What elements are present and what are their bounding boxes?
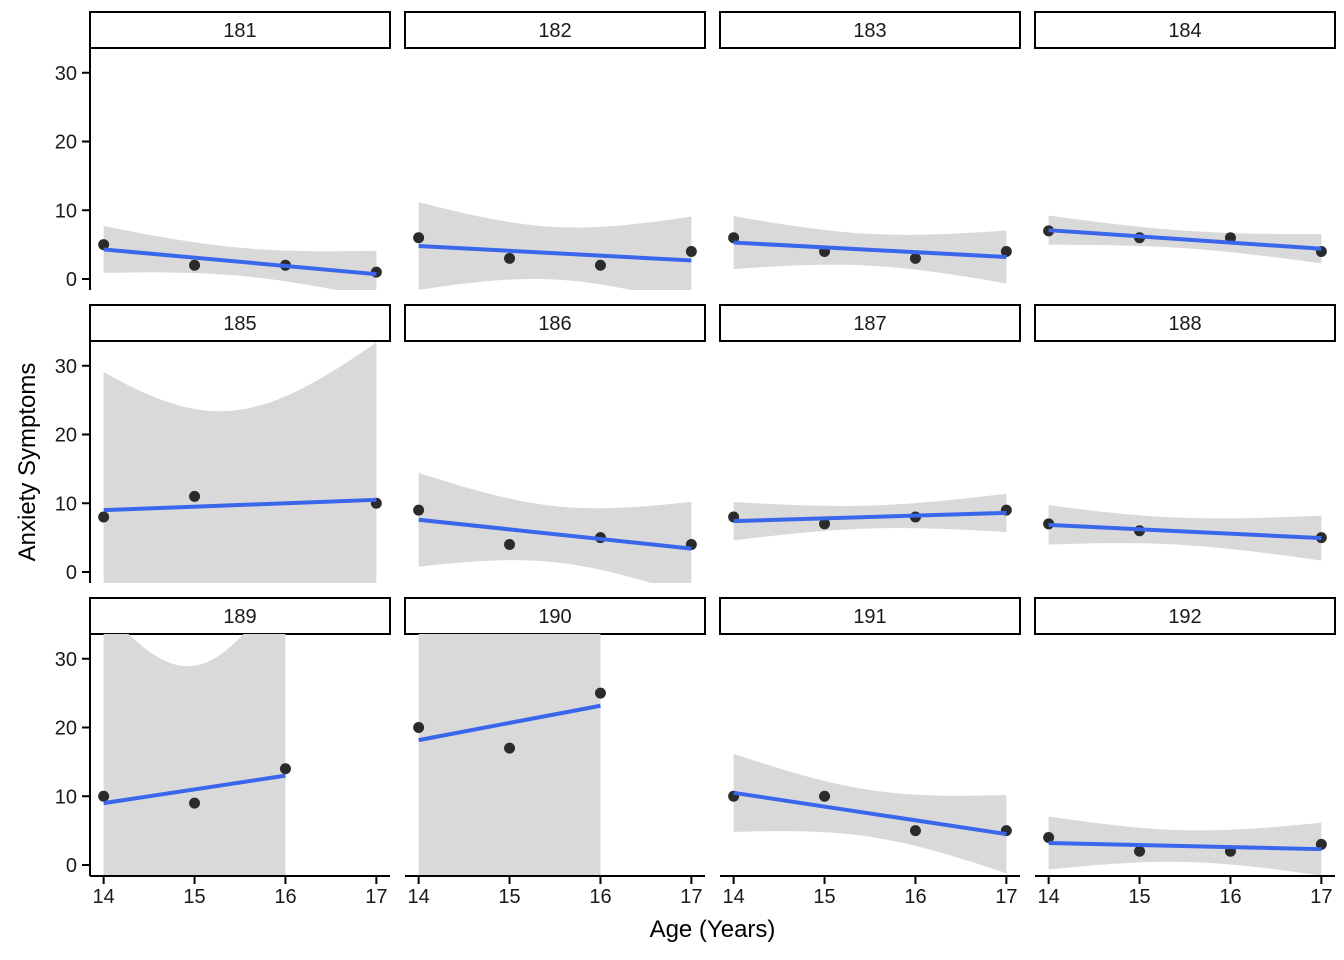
y-tick-label: 10	[55, 493, 77, 515]
data-point	[728, 232, 740, 244]
facet-strip	[404, 11, 706, 49]
trend-line	[733, 790, 1007, 837]
y-tick-label: 30	[55, 63, 77, 85]
x-tick-label: 16	[589, 886, 611, 908]
data-point	[98, 511, 110, 523]
facet-strip	[1034, 597, 1336, 635]
facet-strip	[89, 304, 391, 342]
data-point	[189, 259, 201, 271]
facet-strip-label: 181	[223, 20, 256, 42]
facet-strip-label: 189	[223, 606, 256, 628]
data-point	[594, 259, 606, 271]
data-point	[413, 232, 425, 244]
x-tick-label: 15	[813, 886, 835, 908]
y-tick-label: 0	[66, 269, 77, 291]
trend-line	[418, 244, 692, 263]
trend-line	[103, 773, 286, 806]
data-point	[189, 490, 201, 502]
trend-line	[418, 703, 601, 743]
x-tick-label: 15	[1128, 886, 1150, 908]
data-point	[279, 763, 291, 775]
x-tick-label: 14	[93, 886, 115, 908]
data-point	[819, 790, 831, 802]
facet-strip-label: 188	[1168, 313, 1201, 335]
data-point	[819, 518, 831, 530]
confidence-band	[103, 226, 377, 290]
facet-strip-label: 185	[223, 313, 256, 335]
data-point	[909, 825, 921, 837]
data-point	[1000, 246, 1012, 257]
data-point	[504, 539, 516, 550]
data-point	[413, 504, 425, 516]
y-tick-label: 0	[66, 855, 77, 877]
facet-strip	[89, 11, 391, 49]
x-tick-label: 16	[274, 886, 296, 908]
x-tick-label: 17	[995, 886, 1017, 908]
facet-strip	[89, 597, 391, 635]
facet-strip	[1034, 11, 1336, 49]
x-tick-label: 15	[498, 886, 520, 908]
facet-strip-label: 190	[538, 606, 571, 628]
trend-line	[103, 247, 377, 277]
facet-strip	[719, 11, 1021, 49]
x-tick-label: 17	[365, 886, 387, 908]
x-tick-label: 17	[1310, 886, 1332, 908]
trend-line	[1048, 228, 1322, 251]
confidence-band	[418, 202, 692, 290]
data-point	[909, 252, 921, 264]
data-point	[504, 742, 516, 754]
facet-strip-label: 191	[853, 606, 886, 628]
confidence-band	[103, 634, 286, 876]
y-tick-label: 0	[66, 562, 77, 584]
facet-strip-label: 183	[853, 20, 886, 42]
y-tick-label: 20	[55, 132, 77, 154]
trend-line	[418, 517, 692, 551]
facet-strip-label: 184	[1168, 20, 1201, 42]
data-point	[504, 252, 516, 264]
trend-line	[733, 240, 1007, 259]
facet-strip-label: 187	[853, 313, 886, 335]
x-tick-label: 14	[723, 886, 745, 908]
x-axis-title: Age (Years)	[649, 916, 776, 943]
facet-strip-label: 186	[538, 313, 571, 335]
x-tick-label: 16	[904, 886, 926, 908]
data-point	[98, 239, 110, 251]
y-tick-label: 20	[55, 425, 77, 447]
data-point	[98, 790, 110, 802]
y-tick-label: 20	[55, 718, 77, 740]
facet-strip	[404, 304, 706, 342]
confidence-band	[418, 472, 692, 583]
trend-line	[733, 510, 1007, 524]
x-tick-label: 17	[680, 886, 702, 908]
data-point	[1134, 845, 1146, 857]
trend-line	[1048, 841, 1322, 852]
y-tick-label: 10	[55, 786, 77, 808]
facet-strip	[719, 597, 1021, 635]
confidence-band	[418, 634, 601, 876]
facet-strip-label: 182	[538, 20, 571, 42]
facet-strip	[404, 597, 706, 635]
trend-line	[1048, 522, 1322, 541]
x-tick-label: 16	[1219, 886, 1241, 908]
x-tick-label: 15	[183, 886, 205, 908]
data-point	[1043, 832, 1055, 843]
data-point	[594, 687, 606, 699]
data-point	[189, 797, 201, 809]
x-tick-label: 14	[408, 886, 430, 908]
data-point	[685, 246, 697, 257]
y-tick-label: 30	[55, 356, 77, 378]
facet-strip	[1034, 304, 1336, 342]
facet-strip	[719, 304, 1021, 342]
facet-strip-label: 192	[1168, 606, 1201, 628]
confidence-band	[103, 342, 377, 583]
y-tick-label: 10	[55, 200, 77, 222]
y-tick-label: 30	[55, 649, 77, 671]
trend-line	[103, 497, 377, 513]
data-point	[413, 722, 425, 733]
x-tick-label: 14	[1038, 886, 1060, 908]
